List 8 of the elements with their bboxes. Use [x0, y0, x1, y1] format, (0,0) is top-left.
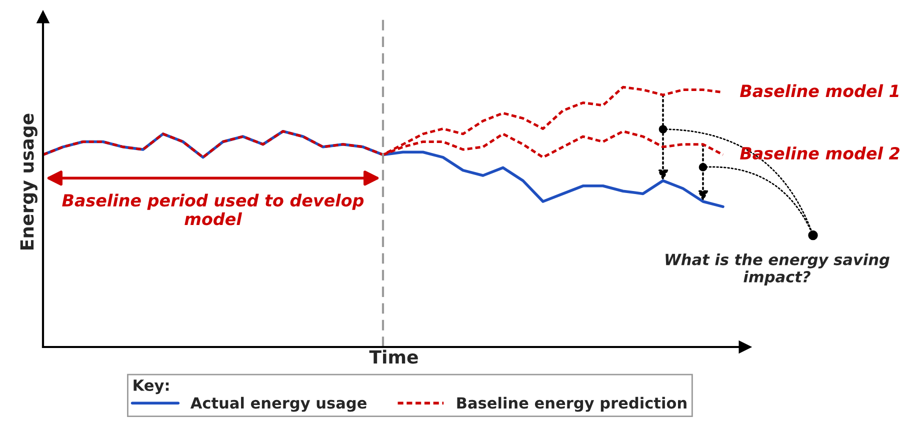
legend-label: Baseline energy prediction — [457, 396, 686, 412]
y-axis-title: Energy usage — [20, 114, 38, 250]
legend-label: Actual energy usage — [190, 396, 366, 412]
legend-title: Key: — [134, 380, 169, 394]
annotation: Baseline period used to develop model — [62, 194, 364, 226]
annotation: Baseline model 1 — [740, 84, 898, 98]
annotation: What is the energy saving impact? — [666, 253, 890, 286]
x-axis-title: Time — [369, 350, 418, 364]
